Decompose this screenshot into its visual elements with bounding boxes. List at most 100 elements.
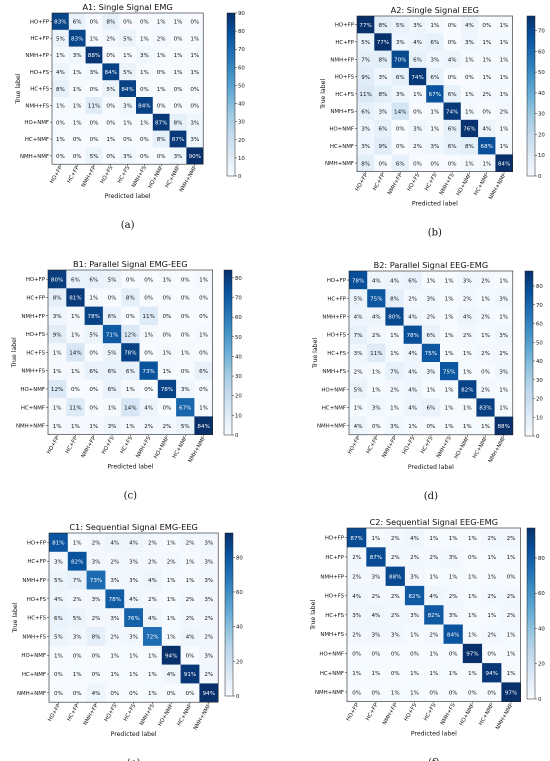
cell-6-5 bbox=[443, 119, 462, 138]
cell-3-8 bbox=[501, 585, 521, 606]
cell-0-4 bbox=[119, 13, 137, 31]
x-tick-label: HO+FP bbox=[346, 702, 361, 722]
cell-8-5 bbox=[143, 683, 163, 703]
cell-5-2 bbox=[85, 97, 103, 115]
cell-value-label: 1% bbox=[390, 333, 399, 339]
x-axis-label: Predicted label bbox=[107, 464, 153, 471]
cell-value-label: 2% bbox=[157, 36, 166, 42]
cell-4-8 bbox=[494, 343, 514, 363]
cell-value-label: 4% bbox=[465, 23, 474, 29]
cell-1-1 bbox=[67, 551, 87, 571]
cell-4-2 bbox=[86, 608, 106, 628]
cell-0-8 bbox=[494, 271, 514, 290]
cell-value-label: 0% bbox=[199, 314, 208, 320]
y-tick-label: HC+NMF bbox=[22, 672, 46, 678]
cell-2-3 bbox=[102, 306, 122, 326]
cell-6-3 bbox=[408, 119, 427, 138]
cell-value-label: 2% bbox=[73, 597, 82, 603]
cell-3-0 bbox=[48, 324, 67, 344]
y-tick-label: HC+FS bbox=[325, 613, 344, 619]
cell-2-2 bbox=[85, 46, 103, 64]
cell-4-1 bbox=[68, 80, 86, 98]
cell-value-label: 3% bbox=[108, 424, 117, 430]
cell-value-label: 0% bbox=[163, 296, 172, 302]
cell-value-label: 4% bbox=[408, 369, 417, 375]
cell-5-3 bbox=[102, 361, 122, 381]
cell-value-label: 0% bbox=[186, 691, 195, 697]
x-axis-label: Predicted label bbox=[111, 731, 157, 738]
cell-value-label: 8% bbox=[56, 87, 65, 93]
cell-value-label: 6% bbox=[73, 20, 82, 26]
cell-5-0 bbox=[49, 627, 69, 647]
cell-6-4 bbox=[124, 645, 144, 665]
cell-value-label: 1% bbox=[507, 652, 516, 658]
cell-value-label: 11% bbox=[370, 351, 382, 357]
cell-value-label: 0% bbox=[448, 40, 457, 46]
cell-value-label: 0% bbox=[468, 555, 477, 561]
cell-3-6 bbox=[458, 325, 477, 345]
colorbar-tick-label: 40 bbox=[238, 102, 245, 108]
cell-value-label: 0% bbox=[190, 104, 199, 110]
cell-value-label: 1% bbox=[463, 351, 472, 357]
cell-1-0 bbox=[48, 288, 67, 307]
colorbar-tick-label: 60 bbox=[238, 65, 245, 71]
cell-4-6 bbox=[460, 85, 479, 103]
cell-4-6 bbox=[152, 80, 170, 98]
cell-value-label: 4% bbox=[429, 594, 438, 600]
y-tick-label: HO+FP bbox=[27, 540, 47, 546]
cell-2-1 bbox=[374, 50, 392, 69]
cell-value-label: 1% bbox=[390, 351, 399, 357]
cell-6-6 bbox=[157, 379, 177, 399]
cell-value-label: 3% bbox=[396, 92, 405, 98]
cell-0-0 bbox=[49, 533, 69, 553]
cell-value-label: 1% bbox=[167, 616, 176, 622]
cell-7-8 bbox=[501, 663, 521, 683]
cell-4-8 bbox=[194, 343, 213, 362]
cell-value-label: 0% bbox=[108, 296, 117, 302]
cell-2-0 bbox=[48, 306, 67, 326]
cell-1-5 bbox=[443, 33, 462, 51]
cell-value-label: 1% bbox=[487, 555, 496, 561]
cell-0-1 bbox=[366, 528, 386, 548]
colorbar-tick-label: 60 bbox=[235, 315, 242, 321]
x-tick-label: HO+FP bbox=[347, 435, 362, 455]
cell-7-3 bbox=[102, 130, 120, 148]
colorbar-tick-label: 80 bbox=[236, 555, 243, 561]
cell-0-5 bbox=[136, 13, 154, 31]
cell-0-6 bbox=[458, 271, 477, 290]
cell-value-label: 75% bbox=[370, 297, 382, 303]
cell-6-5 bbox=[143, 645, 163, 665]
cell-1-4 bbox=[421, 289, 441, 308]
y-tick-label: HO+NMF bbox=[24, 120, 49, 126]
cell-value-label: 0% bbox=[448, 75, 457, 81]
cell-value-label: 1% bbox=[167, 578, 176, 584]
cell-value-label: 81% bbox=[69, 296, 81, 302]
cell-7-4 bbox=[421, 398, 441, 417]
cell-value-label: 1% bbox=[465, 161, 474, 167]
cell-value-label: 75% bbox=[443, 369, 455, 375]
cell-2-0 bbox=[357, 50, 375, 69]
colorbar-tick-label: 70 bbox=[538, 29, 545, 35]
cell-value-label: 2% bbox=[110, 635, 119, 641]
cell-value-label: 0% bbox=[92, 653, 101, 659]
cell-value-label: 83% bbox=[54, 20, 66, 26]
cell-1-5 bbox=[440, 289, 459, 308]
y-tick-label: NMH+NMF bbox=[325, 161, 354, 167]
panel-title: B1: Parallel Signal EMG-EEG bbox=[73, 259, 188, 269]
cell-value-label: 4% bbox=[390, 278, 399, 284]
colorbar-tick-label: 60 bbox=[536, 322, 543, 328]
y-tick-label: HO+FS bbox=[26, 332, 46, 338]
x-tick-label: NMH+FS bbox=[135, 435, 152, 459]
cell-value-label: 78% bbox=[109, 597, 121, 603]
cell-0-0 bbox=[48, 270, 67, 289]
cell-value-label: 2% bbox=[352, 574, 361, 580]
panel-f: C2: Sequential Signal EEG-EMG 87% 1% 2% 4% 1%… bbox=[310, 517, 545, 761]
cell-4-8 bbox=[501, 605, 521, 625]
cell-value-label: 4% bbox=[372, 613, 381, 619]
cell-value-label: 0% bbox=[181, 314, 190, 320]
cell-1-7 bbox=[482, 547, 502, 567]
cell-6-4 bbox=[426, 119, 444, 138]
cell-3-2 bbox=[85, 63, 103, 81]
panel-caption: (f) bbox=[428, 758, 440, 761]
cell-2-4 bbox=[119, 46, 137, 64]
